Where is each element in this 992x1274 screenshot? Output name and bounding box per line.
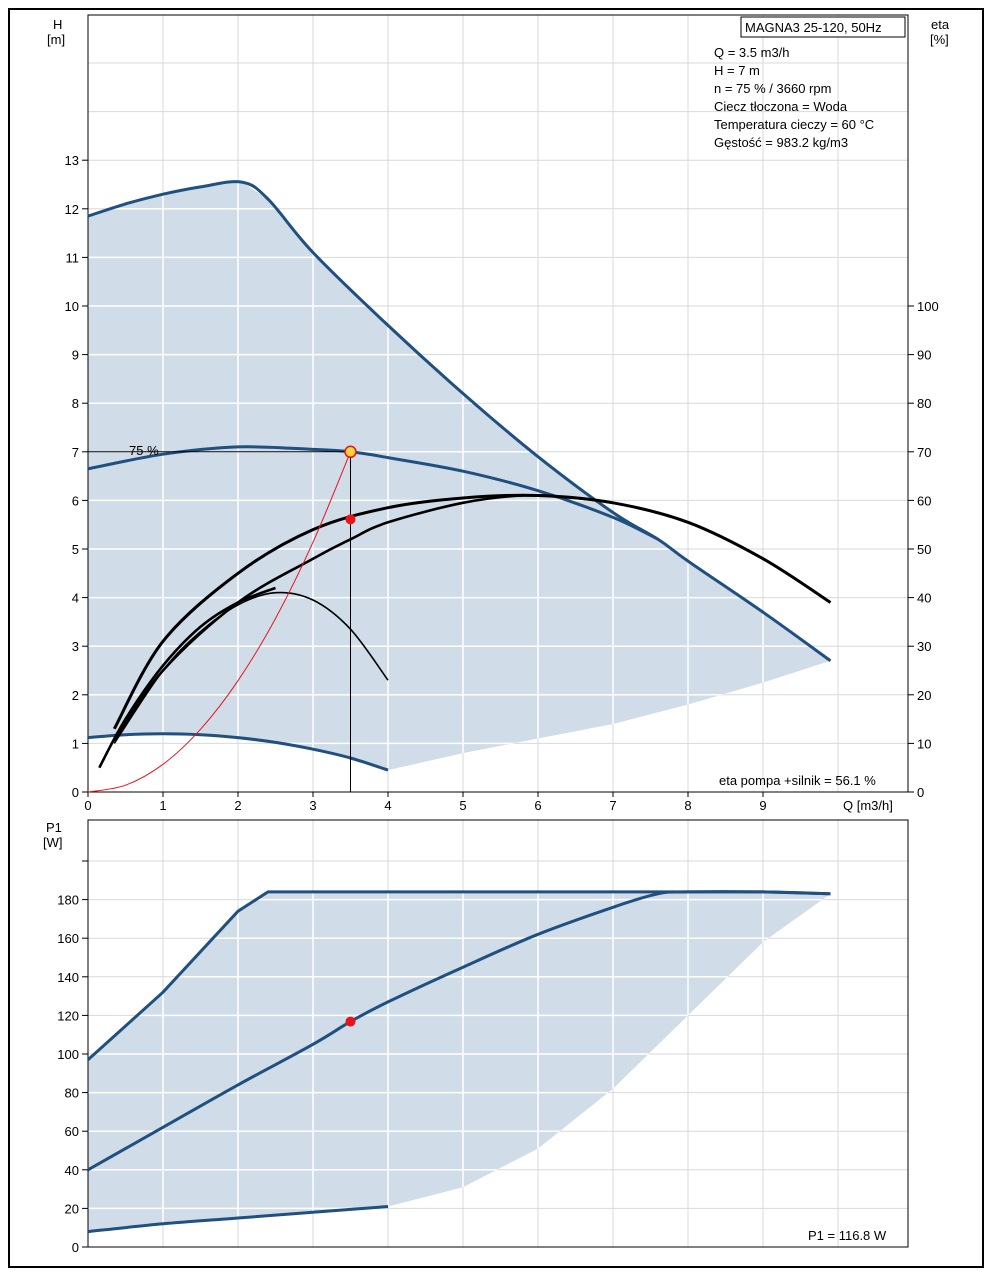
title-box <box>740 16 906 38</box>
y-tick-label: 12 <box>65 202 79 217</box>
y2-tick-label: 40 <box>917 591 931 606</box>
efficiency-point <box>345 514 356 525</box>
y-tick-label: 10 <box>65 299 79 314</box>
y-tick-label: 120 <box>57 1008 79 1023</box>
power-curve-p1-75 <box>87 890 831 1172</box>
y-tick-label: 60 <box>65 1124 79 1139</box>
x-tick-label: 4 <box>384 798 391 813</box>
head-curve-speed-curve <box>87 445 659 541</box>
duty-info: Q = 3.5 m3/h H = 7 m n = 75 % / 3660 rpm… <box>714 45 874 150</box>
x-tick-label: 5 <box>459 798 466 813</box>
duty-point <box>344 445 357 459</box>
y-tick-label: 180 <box>57 893 79 908</box>
power-curves <box>86 890 831 1234</box>
y2-tick-label: 20 <box>917 688 931 703</box>
y-tick-label: 4 <box>72 591 79 606</box>
x-tick-label: 9 <box>759 798 766 813</box>
y-tick-label: 1 <box>72 736 79 751</box>
info-line-density: Gęstość = 983.2 kg/m3 <box>714 135 848 150</box>
eta-y-axis-unit: [%] <box>930 32 949 47</box>
head-axis-ticks: 0 1 2 3 4 5 6 7 8 9012345678910111213010203040506… <box>65 153 939 813</box>
info-line-flow: Q = 3.5 m3/h <box>714 45 790 60</box>
head-operating-area <box>88 182 831 771</box>
efficiency-curve-eta-min <box>113 591 389 744</box>
power-curve-p1-min <box>87 1205 389 1234</box>
power-operating-area <box>88 891 831 1232</box>
x-tick-label: 1 <box>159 798 166 813</box>
y-tick-label: 8 <box>72 396 79 411</box>
efficiency-curve-eta-75 <box>113 494 614 742</box>
head-y-axis-label: H <box>53 17 62 32</box>
power-plot-frame <box>87 819 909 1248</box>
info-line-temperature: Temperatura cieczy = 60 °C <box>714 117 874 132</box>
y-tick-label: 9 <box>72 348 79 363</box>
y-tick-label: 100 <box>57 1047 79 1062</box>
y-tick-label: 0 <box>72 1240 79 1255</box>
y-tick-label: 13 <box>65 153 79 168</box>
outer-border <box>8 8 984 1268</box>
y-tick-label: 160 <box>57 931 79 946</box>
y2-tick-label: 70 <box>917 445 931 460</box>
y-tick-label: 20 <box>65 1201 79 1216</box>
y-tick-label: 6 <box>72 493 79 508</box>
y-tick-label: 3 <box>72 639 79 654</box>
y2-tick-label: 0 <box>917 785 924 800</box>
x-tick-label: 2 <box>234 798 241 813</box>
y2-tick-label: 10 <box>917 736 931 751</box>
p1-note: P1 = 116.8 W <box>808 1228 887 1243</box>
x-tick-label: 7 <box>609 798 616 813</box>
y-tick-label: 40 <box>65 1163 79 1178</box>
info-line-speed: n = 75 % / 3660 rpm <box>714 81 831 96</box>
speed-curve-label: 75 % <box>129 443 159 458</box>
x-tick-label: 6 <box>534 798 541 813</box>
head-curve-max-curve <box>87 180 832 663</box>
y-tick-label: 2 <box>72 688 79 703</box>
y2-tick-label: 80 <box>917 396 931 411</box>
x-tick-label: 3 <box>309 798 316 813</box>
y-tick-label: 5 <box>72 542 79 557</box>
y-tick-label: 80 <box>65 1086 79 1101</box>
info-line-head: H = 7 m <box>714 63 760 78</box>
efficiency-curve-eta-extra <box>98 586 276 769</box>
y-tick-label: 7 <box>72 445 79 460</box>
efficiency-curve-eta-max <box>112 493 832 730</box>
head-chart: 0 1 2 3 4 5 6 7 8 9012345678910111213010203040506… <box>47 14 950 813</box>
y2-tick-label: 60 <box>917 493 931 508</box>
head-y-axis-unit: [m] <box>47 32 65 47</box>
power-y-axis-unit: [W] <box>43 835 63 850</box>
head-curves <box>87 180 832 793</box>
y2-tick-label: 90 <box>917 348 931 363</box>
y-tick-label: 11 <box>66 250 80 265</box>
y2-tick-label: 30 <box>917 639 931 654</box>
y2-tick-label: 100 <box>917 299 939 314</box>
pump-title: MAGNA3 25-120, 50Hz <box>745 20 882 35</box>
power-axis-ticks: 0 20 40 60 80 100 120 140 160 180 <box>57 860 88 1255</box>
x-tick-label: 8 <box>684 798 691 813</box>
eta-y-axis-label: eta <box>931 17 950 32</box>
system-curve <box>87 451 351 793</box>
power-point <box>345 1016 356 1027</box>
head-curve-min-curve <box>87 732 389 772</box>
info-line-liquid: Ciecz tłoczona = Woda <box>714 99 848 114</box>
y2-tick-label: 50 <box>917 542 931 557</box>
power-y-axis-label: P1 <box>46 820 62 835</box>
y-tick-label: 0 <box>72 785 79 800</box>
eta-note: eta pompa +silnik = 56.1 % <box>719 773 876 788</box>
flow-x-axis-label: Q [m3/h] <box>843 798 893 813</box>
power-chart: 0 20 40 60 80 100 120 140 160 180 P1 [W] P1 = 116… <box>43 819 909 1255</box>
y-tick-label: 140 <box>57 970 79 985</box>
x-tick-label: 0 <box>84 798 91 813</box>
